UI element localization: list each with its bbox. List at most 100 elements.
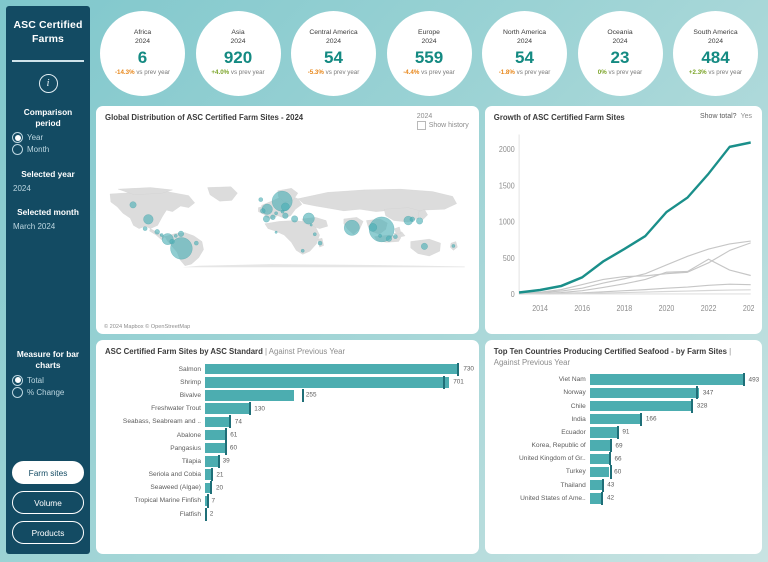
bar-row[interactable]: Seaweed (Algae) 20 (105, 481, 470, 495)
nav-button-farm-sites[interactable]: Farm sites (12, 461, 84, 484)
kpi-card[interactable]: Oceania 2024 23 0% vs prev year (577, 10, 663, 96)
radio-comparison-year[interactable]: Year (12, 132, 84, 144)
map-bubble[interactable] (421, 242, 428, 250)
bar-category-label: Korea, Republic of (531, 442, 586, 450)
kpi-delta: +4.0% vs prev year (211, 69, 264, 77)
map-bubble[interactable] (270, 214, 276, 220)
info-icon[interactable]: i (38, 73, 58, 93)
bar-fill (205, 495, 208, 507)
bar-row[interactable]: Flatfish 2 (105, 507, 470, 521)
bar-fill (589, 453, 611, 464)
bar-track: 60 (589, 465, 753, 479)
map-bubble[interactable] (178, 230, 184, 237)
map-bubble[interactable] (378, 234, 382, 238)
bar-row[interactable]: Norway 347 (494, 386, 753, 400)
bar-track: 493 (589, 373, 759, 387)
bar-row[interactable]: Turkey 60 (494, 465, 753, 479)
map-bubble[interactable] (409, 216, 415, 222)
map-bubble[interactable] (263, 215, 270, 223)
selected-month-value[interactable]: March 2024 (13, 221, 56, 231)
bar-chart-standards-panel: ASC Certified Farm Sites by ASC Standard… (96, 340, 479, 554)
bar-row[interactable]: Thailand 43 (494, 478, 753, 492)
map-bubble[interactable] (154, 229, 160, 235)
map-bubble[interactable] (416, 217, 423, 225)
bar-category-label: Abalone (176, 431, 201, 439)
bar-value-label: 130 (254, 405, 265, 413)
map-bubble[interactable] (258, 197, 263, 202)
bar-row[interactable]: United States of Ame.. 42 (494, 491, 753, 505)
bar-row[interactable]: Pangasius 60 (105, 441, 470, 455)
map-bubble[interactable] (281, 202, 290, 212)
bar-row[interactable]: United Kingdom of Gr.. 66 (494, 452, 753, 466)
world-map-svg (109, 186, 465, 268)
bar-row[interactable]: Bivalve 255 (105, 388, 470, 403)
kpi-delta-pct: +2.3% (688, 68, 707, 76)
map-bubble[interactable] (313, 232, 317, 236)
map-bubble[interactable] (385, 235, 392, 242)
map-bubble[interactable] (344, 220, 360, 236)
bar-row[interactable]: Tilapia 39 (105, 454, 470, 469)
line-series (518, 289, 751, 295)
bar-row[interactable]: Ecuador 91 (494, 425, 753, 439)
kpi-card[interactable]: Central America 2024 54 -5.3% vs prev year (291, 10, 376, 96)
radio-measure-pct-change[interactable]: % Change (12, 386, 84, 398)
show-total-control[interactable]: Show total? Yes (700, 112, 752, 121)
selected-year-value[interactable]: 2024 (13, 184, 31, 194)
bar-row[interactable]: Tropical Marine Finfish 7 (105, 494, 470, 508)
bar-row[interactable]: Seriola and Cobia 21 (105, 468, 470, 482)
kpi-delta-pct: -4.4% (403, 68, 420, 76)
bar-fill (589, 493, 603, 504)
bar-reference-marker (608, 452, 611, 466)
radio-measure-total[interactable]: Total (12, 374, 84, 386)
map-bubble[interactable] (260, 208, 266, 214)
bar-row[interactable]: Freshwater Trout 130 (105, 402, 470, 416)
kpi-year: 2024 (612, 37, 628, 45)
kpi-value: 6 (137, 47, 148, 67)
map-bubble[interactable] (393, 234, 398, 239)
nav-button-products[interactable]: Products (12, 521, 84, 544)
map-bubble[interactable] (170, 237, 193, 260)
nav-button-volume[interactable]: Volume (12, 491, 84, 514)
bar-row[interactable]: Abalone 61 (105, 428, 470, 442)
map-area[interactable] (102, 126, 473, 328)
kpi-card[interactable]: Asia 2024 920 +4.0% vs prev year (195, 10, 281, 96)
map-bubble[interactable] (302, 212, 315, 225)
map-bubble[interactable] (159, 233, 164, 237)
bar-value-label: 60 (229, 444, 237, 452)
show-history-checkbox[interactable]: Show history (416, 121, 469, 131)
bar-row[interactable]: Salmon 730 (105, 362, 474, 376)
kpi-card[interactable]: Europe 2024 559 -4.4% vs prev year (386, 10, 472, 96)
bar-row[interactable]: Shrimp 701 (105, 375, 470, 389)
map-bubble[interactable] (368, 223, 377, 232)
map-bubble[interactable] (300, 249, 305, 253)
bar-category-label: Seaweed (Algae) (150, 484, 201, 492)
bar-row[interactable]: Seabass, Seabream and .. 74 (105, 415, 470, 429)
bar-row[interactable]: Korea, Republic of 69 (494, 438, 753, 453)
map-bubble[interactable] (274, 230, 278, 234)
map-bubble[interactable] (129, 201, 137, 209)
map-bubble[interactable] (143, 214, 154, 225)
bar-row[interactable]: India 166 (494, 412, 753, 426)
bar-list-standards: Salmon 730 Shrimp 701 Bivalve 255 Freshwater T… (105, 362, 474, 521)
map-bubble[interactable] (142, 226, 148, 231)
kpi-card[interactable]: Africa 2024 6 -14.3% vs prev year (100, 10, 185, 96)
line-chart-area[interactable]: 0 500 1000 1500 2000 2014 2016 2018 2020 2022 2024 (489, 126, 759, 328)
map-bubble[interactable] (309, 223, 313, 227)
bar-fill (205, 469, 213, 480)
map-attribution: © 2024 Mapbox © OpenStreetMap (104, 324, 191, 330)
map-bubble[interactable] (274, 211, 278, 216)
line-chart-svg: 0 500 1000 1500 2000 2014 2016 2018 2020 2022 2024 (499, 134, 759, 313)
map-bubble[interactable] (280, 209, 285, 214)
map-bubble[interactable] (317, 240, 323, 246)
map-bubble[interactable] (174, 234, 178, 238)
radio-comparison-month[interactable]: Month (12, 144, 84, 156)
map-bubble[interactable] (194, 240, 199, 246)
map-bubble[interactable] (282, 212, 289, 219)
map-bubble[interactable] (451, 244, 456, 248)
bar-row[interactable]: Viet Nam 493 (494, 373, 759, 387)
bar-row[interactable]: Chile 328 (494, 399, 753, 413)
kpi-card[interactable]: South America 2024 484 +2.3% vs prev year (673, 10, 758, 96)
kpi-card[interactable]: North America 2024 54 -1.8% vs prev year (482, 10, 567, 96)
title-divider (12, 60, 84, 62)
map-bubble[interactable] (291, 215, 298, 223)
